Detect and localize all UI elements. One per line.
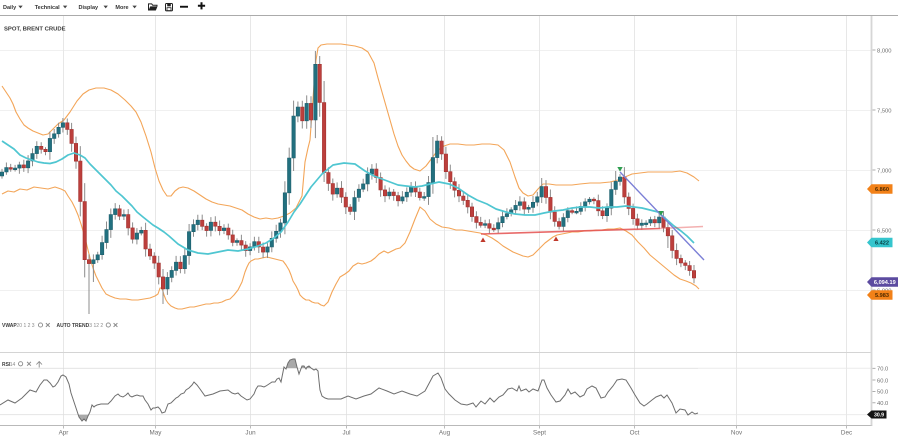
svg-text:60.0: 60.0	[877, 378, 888, 384]
svg-text:6.422: 6.422	[875, 241, 889, 247]
svg-text:6.860: 6.860	[875, 187, 889, 193]
svg-text:3 12 2: 3 12 2	[89, 323, 103, 329]
svg-text:VWAP: VWAP	[2, 323, 17, 329]
svg-text:Aug: Aug	[439, 430, 451, 437]
svg-text:6,500: 6,500	[877, 228, 892, 234]
svg-text:14: 14	[10, 362, 16, 368]
svg-text:Jun: Jun	[245, 430, 256, 437]
svg-text:50.0: 50.0	[877, 390, 888, 396]
svg-text:Sept: Sept	[533, 430, 546, 437]
svg-text:Jul: Jul	[342, 430, 350, 437]
svg-text:5.983: 5.983	[875, 293, 889, 299]
svg-text:70.0: 70.0	[877, 367, 888, 373]
svg-text:AUTO TREND: AUTO TREND	[57, 323, 90, 329]
svg-text:40.0: 40.0	[877, 401, 888, 407]
svg-text:Apr: Apr	[59, 430, 69, 437]
svg-text:Daily: Daily	[3, 5, 17, 11]
svg-text:7,500: 7,500	[877, 108, 892, 114]
svg-text:Display: Display	[79, 5, 100, 11]
svg-text:RSI: RSI	[2, 362, 11, 368]
svg-text:20 1 2 3: 20 1 2 3	[17, 323, 35, 329]
svg-text:More: More	[115, 5, 128, 11]
svg-text:8,000: 8,000	[877, 48, 892, 54]
svg-text:SPOT, BRENT CRUDE: SPOT, BRENT CRUDE	[4, 27, 66, 33]
svg-text:6,094.19: 6,094.19	[874, 280, 896, 286]
svg-text:Nov: Nov	[731, 430, 743, 437]
svg-text:Dec: Dec	[841, 430, 852, 437]
svg-text:30.9: 30.9	[874, 413, 884, 419]
svg-text:May: May	[150, 430, 163, 437]
svg-text:7,000: 7,000	[877, 168, 892, 174]
svg-text:Technical: Technical	[35, 5, 60, 11]
svg-text:Oct: Oct	[630, 430, 640, 437]
